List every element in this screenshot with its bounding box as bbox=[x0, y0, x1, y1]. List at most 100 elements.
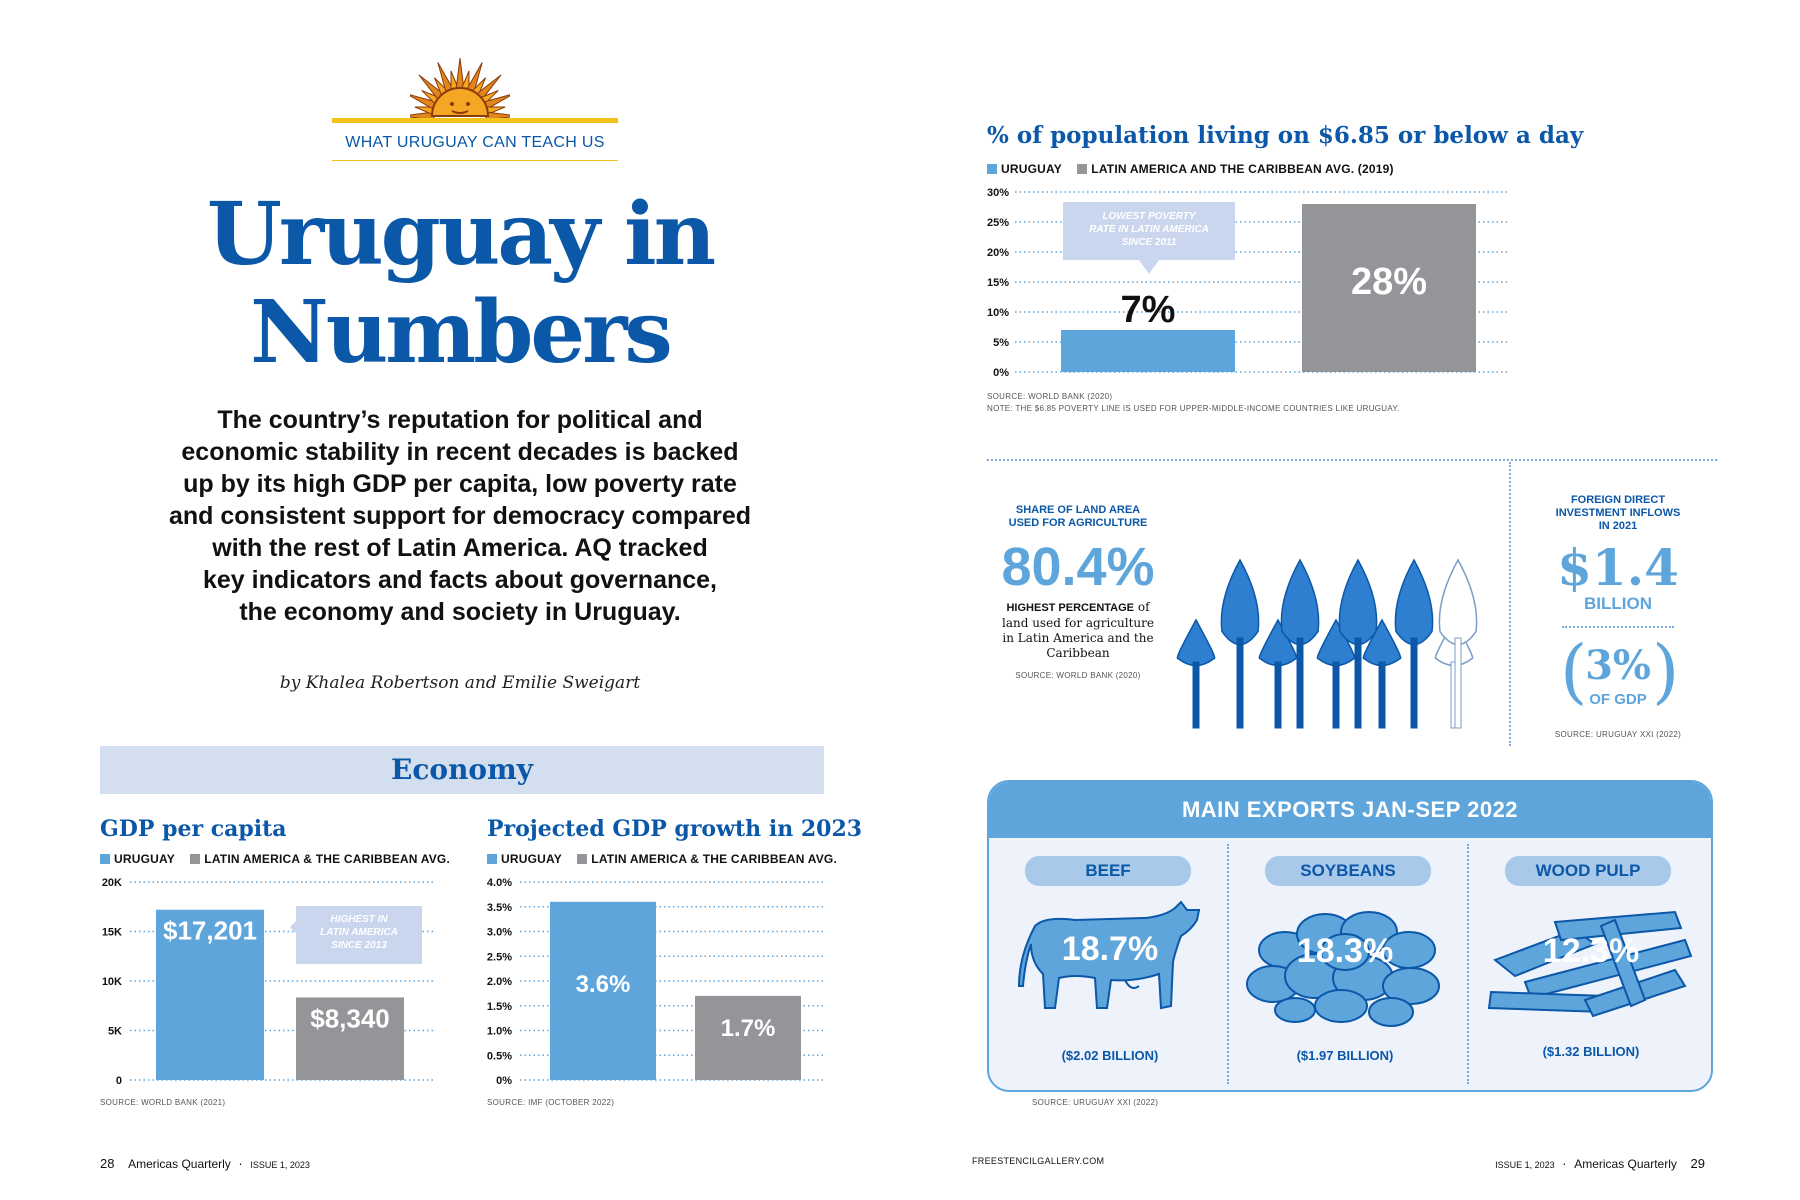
y-tick-label: 0% bbox=[496, 1075, 512, 1087]
footer-dot: · bbox=[1562, 1156, 1567, 1171]
cow-icon bbox=[1017, 900, 1201, 1010]
callout-pointer bbox=[1139, 260, 1159, 274]
growth-chart-title: Projected GDP growth in 2023 bbox=[487, 816, 863, 842]
land-desc-first-line: HIGHEST PERCENTAGE of bbox=[995, 600, 1161, 616]
fdi-heading-line: IN 2021 bbox=[1598, 520, 1638, 532]
exports-divider bbox=[1467, 844, 1469, 1084]
issue-label: ISSUE 1, 2023 bbox=[250, 1160, 310, 1170]
land-heading: SHARE OF LAND AREA USED FOR AGRICULTURE bbox=[985, 504, 1171, 530]
y-tick-label: 10% bbox=[987, 307, 1009, 319]
legend-swatch-latam bbox=[577, 854, 588, 864]
publication-name: Americas Quarterly bbox=[128, 1157, 231, 1171]
page-title-line-2: Numbers bbox=[250, 282, 673, 383]
y-tick-label: 25% bbox=[987, 217, 1009, 229]
footer-dot: · bbox=[238, 1156, 243, 1171]
section-divider bbox=[987, 459, 1717, 461]
page-number-left: 28 bbox=[100, 1156, 115, 1171]
callout-text: SINCE 2011 bbox=[1122, 237, 1177, 248]
tree-trunk bbox=[1378, 661, 1386, 729]
land-value: 80.4% bbox=[1001, 537, 1155, 597]
issue-label: ISSUE 1, 2023 bbox=[1495, 1160, 1555, 1170]
bar-uruguay bbox=[156, 909, 264, 1080]
y-tick-label: 3.5% bbox=[487, 902, 512, 914]
land-desc-line: in Latin America and the bbox=[1002, 631, 1154, 645]
y-tick-label: 2.0% bbox=[487, 976, 512, 988]
fdi-heading: FOREIGN DIRECT INVESTMENT INFLOWS IN 202… bbox=[1528, 494, 1708, 533]
bar-uruguay bbox=[1061, 330, 1235, 372]
intro-line: The country’s reputation for political a… bbox=[217, 406, 703, 434]
gdp-growth-chart: 0% 0.5% 1.0% 1.5% 2.0% 2.5% 3.0% 3.5% 4.0% 3.6% 1.… bbox=[487, 877, 825, 1087]
land-desc-line: Caribbean bbox=[1046, 646, 1110, 660]
poverty-legend: URUGUAY LATIN AMERICA AND THE CARIBBEAN … bbox=[987, 162, 1394, 176]
y-tick-label: 10K bbox=[102, 976, 122, 988]
legend-label: LATIN AMERICA & THE CARIBBEAN AVG. bbox=[204, 852, 450, 866]
fdi-pct-group: ( ) 3% OF GDP bbox=[1528, 630, 1708, 716]
kicker: WHAT URUGUAY CAN TEACH US bbox=[345, 134, 605, 151]
y-tick-label: 5K bbox=[108, 1026, 122, 1038]
soybean bbox=[1382, 967, 1440, 1005]
y-tick-label: 2.5% bbox=[487, 951, 512, 963]
tree-trunk bbox=[1332, 661, 1340, 729]
section-title: Economy bbox=[391, 753, 533, 786]
y-tick-label: 20% bbox=[987, 247, 1009, 259]
intro-line: key indicators and facts about governanc… bbox=[202, 566, 718, 594]
exports-source: SOURCE: URUGUAY XXI (2022) bbox=[1032, 1098, 1159, 1107]
intro-line: the economy and society in Uruguay. bbox=[239, 598, 681, 626]
y-tick-label: 30% bbox=[987, 187, 1009, 199]
legend-label: LATIN AMERICA AND THE CARIBBEAN AVG. (20… bbox=[1091, 162, 1394, 176]
intro-paragraph: The country’s reputation for political a… bbox=[110, 404, 810, 628]
publication-name: Americas Quarterly bbox=[1574, 1157, 1677, 1171]
y-tick-label: 1.5% bbox=[487, 1001, 512, 1013]
tree-filled bbox=[1176, 618, 1216, 667]
intro-line: and consistent support for democracy com… bbox=[168, 502, 752, 530]
tree-trunk bbox=[1236, 637, 1244, 729]
tree-trunk bbox=[1296, 637, 1304, 729]
y-tick-label: 1.0% bbox=[487, 1026, 512, 1038]
bar-latam bbox=[695, 995, 801, 1080]
soybean bbox=[1314, 989, 1368, 1023]
export-label-beef: BEEF bbox=[1025, 856, 1191, 886]
soybean bbox=[1320, 933, 1370, 971]
y-tick-label: 5% bbox=[993, 337, 1009, 349]
sun-of-may-icon bbox=[410, 57, 510, 118]
legend-swatch-latam bbox=[190, 854, 201, 864]
intro-line: with the rest of Latin America. AQ track… bbox=[212, 534, 708, 562]
fdi-divider bbox=[1562, 626, 1674, 628]
paren-left: ( bbox=[1560, 630, 1588, 712]
left-footer: 28 Americas Quarterly · ISSUE 1, 2023 bbox=[100, 1156, 310, 1171]
crop-trees-icon bbox=[1176, 558, 1478, 729]
exports-header: MAIN EXPORTS JAN-SEP 2022 bbox=[989, 782, 1711, 838]
tree-trunk bbox=[1192, 661, 1200, 729]
column-divider bbox=[1509, 462, 1511, 746]
kicker-rule-bottom bbox=[332, 160, 618, 161]
callout-box bbox=[1063, 202, 1235, 260]
tree-trunk bbox=[1274, 661, 1282, 729]
bar-uruguay bbox=[550, 901, 656, 1080]
exports-divider bbox=[1227, 844, 1229, 1084]
bar-latam bbox=[1302, 204, 1476, 372]
land-heading-line: USED FOR AGRICULTURE bbox=[1008, 517, 1148, 529]
fdi-heading-line: FOREIGN DIRECT bbox=[1570, 494, 1666, 506]
exports-title: MAIN EXPORTS JAN-SEP 2022 bbox=[1181, 797, 1519, 822]
right-footer: ISSUE 1, 2023 · Americas Quarterly 29 bbox=[1495, 1156, 1705, 1171]
data-label: 28% bbox=[1351, 261, 1427, 303]
poverty-chart-title: % of population living on $6.85 or below… bbox=[987, 122, 1584, 149]
land-heading-line: SHARE OF LAND AREA bbox=[1015, 504, 1141, 516]
y-tick-label: 0 bbox=[116, 1075, 122, 1087]
gdp-source: SOURCE: WORLD BANK (2021) bbox=[100, 1098, 226, 1107]
callout-text: RATE IN LATIN AMERICA bbox=[1089, 224, 1209, 235]
soybean bbox=[1368, 997, 1414, 1027]
fdi-pct-label: OF GDP bbox=[1589, 691, 1647, 708]
land-source: SOURCE: WORLD BANK (2020) bbox=[1015, 671, 1141, 680]
page-number-right: 29 bbox=[1690, 1156, 1705, 1171]
page-title: Uruguay in Numbers bbox=[120, 186, 800, 382]
export-label-soybeans: SOYBEANS bbox=[1265, 856, 1431, 886]
poverty-chart: 0% 5% 10% 15% 20% 25% 30% 7% 28% LOWEST POVERTY RA… bbox=[987, 187, 1510, 379]
callout-pointer bbox=[290, 921, 296, 933]
fdi-value: $1.4 bbox=[1557, 538, 1679, 597]
y-tick-label: 20K bbox=[102, 877, 122, 889]
growth-legend: URUGUAY LATIN AMERICA & THE CARIBBEAN AV… bbox=[487, 852, 837, 866]
y-tick-label: 0% bbox=[993, 367, 1009, 379]
tree-filled bbox=[1280, 558, 1320, 646]
bar-latam bbox=[296, 997, 404, 1080]
